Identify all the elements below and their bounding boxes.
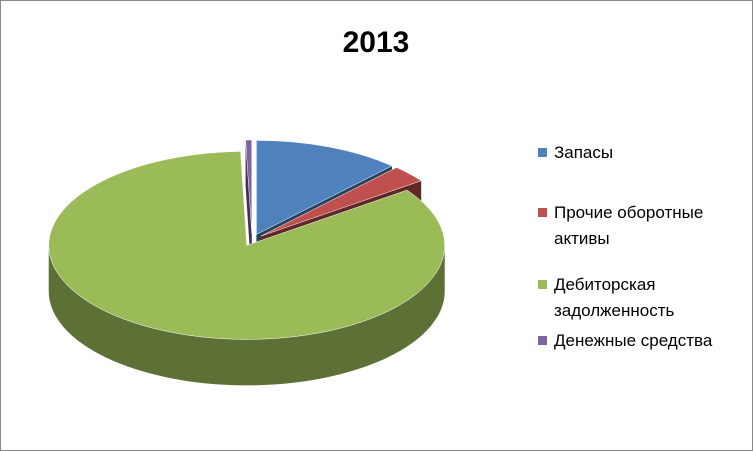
pie-slice bbox=[260, 167, 422, 237]
legend-label: Дебиторская задолженность bbox=[554, 275, 675, 320]
legend-item: Запасы bbox=[538, 140, 749, 166]
pie-slice bbox=[256, 140, 393, 235]
pie-slice bbox=[48, 151, 445, 340]
legend-label: Прочие оборотные активы bbox=[554, 203, 704, 248]
legend-swatch bbox=[538, 208, 547, 217]
legend-swatch bbox=[538, 336, 547, 345]
legend-label: Денежные средства bbox=[554, 331, 713, 350]
legend-item: Дебиторская задолженность bbox=[538, 272, 749, 324]
slice-side bbox=[48, 245, 445, 386]
legend-label: Запасы bbox=[554, 143, 614, 162]
chart-title: 2013 bbox=[343, 26, 410, 59]
legend-item: Прочие оборотные активы bbox=[538, 200, 749, 252]
legend-swatch bbox=[538, 148, 547, 157]
legend-swatch bbox=[538, 280, 547, 289]
legend-item: Денежные средства bbox=[538, 328, 749, 354]
pie-slice bbox=[245, 139, 253, 235]
